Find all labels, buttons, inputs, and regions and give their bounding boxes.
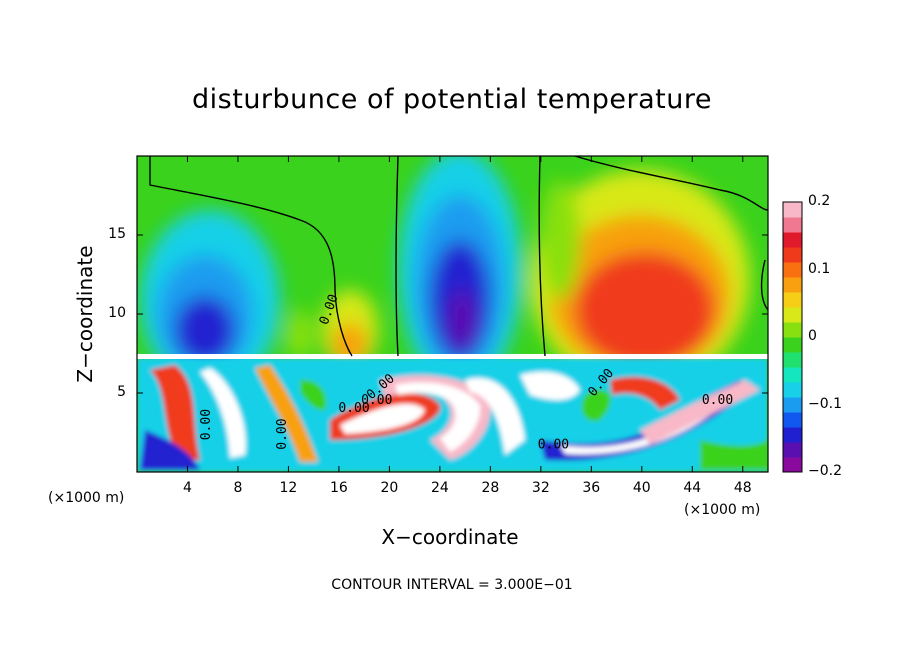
colorbar-swatch [783, 337, 802, 353]
x-tick-label: 12 [279, 480, 298, 496]
x-tick-label: 24 [430, 480, 449, 496]
zero-contours [149, 156, 768, 357]
colorbar-swatch [783, 442, 802, 458]
colorbar-swatch [783, 232, 802, 248]
contour-label: 0.00 [338, 401, 369, 416]
x-axis-label: X−coordinate [381, 525, 519, 549]
contour-label: 0.00 [538, 437, 569, 452]
x-tick-label: 20 [380, 480, 399, 496]
colorbar-frame [782, 201, 803, 473]
contour-labels: 0.00 0.000.000.000.000.000.000.000.00 [199, 292, 733, 452]
colorbar-swatch [783, 277, 802, 293]
field-layer [137, 156, 768, 472]
y-tick-label: 5 [117, 384, 126, 400]
colorbar-swatch [783, 457, 802, 473]
colorbar-tick-label: −0.1 [808, 395, 842, 412]
colorbar-swatch [783, 262, 802, 278]
colorbar-tick-label: 0.1 [808, 260, 831, 277]
x-tick-label: 28 [481, 480, 500, 496]
colorbar [782, 201, 803, 473]
x-tick-label: 32 [531, 480, 550, 496]
x-unit-left: (×1000 m) [48, 490, 125, 506]
colorbar-swatch [783, 247, 802, 263]
colorbar-swatch [783, 427, 802, 443]
axis-ticks [137, 156, 768, 472]
contour-label: 0.00 [275, 418, 290, 449]
x-unit-right: (×1000 m) [684, 502, 761, 518]
x-tick-label: 4 [183, 480, 192, 496]
colorbar-swatch [783, 352, 802, 368]
colorbar-swatch [783, 202, 802, 218]
upper-field [140, 156, 750, 390]
x-tick-label: 16 [329, 480, 348, 496]
contour-label: 0.00 [199, 409, 214, 440]
contour-label: 0.00 [702, 393, 733, 408]
colorbar-tick-label: −0.2 [808, 463, 842, 479]
y-axis-label: Z−coordinate [73, 245, 97, 383]
colorbar-swatch [783, 292, 802, 308]
colorbar-swatch [783, 412, 802, 428]
x-tick-label: 36 [582, 480, 601, 496]
interface-band [137, 354, 768, 359]
colorbar-tick-label: 0 [808, 328, 817, 344]
x-tick-label: 40 [632, 480, 651, 496]
colorbar-tick-label: 0.2 [808, 193, 831, 209]
colorbar-swatch [783, 322, 802, 338]
y-tick-label: 15 [108, 226, 126, 242]
contour-label: 0.00 [361, 393, 392, 408]
contour-interval-note: CONTOUR INTERVAL = 3.000E−01 [331, 577, 573, 593]
colorbar-swatch [783, 307, 802, 323]
x-tick-label: 44 [683, 480, 702, 496]
colorbar-swatch [783, 382, 802, 398]
x-tick-label: 48 [733, 480, 752, 496]
colorbar-swatch [783, 217, 802, 233]
x-tick-label: 8 [233, 480, 243, 496]
chart-title: disturbunce of potential temperature [192, 84, 712, 115]
lower-field [137, 358, 768, 472]
colorbar-swatch [783, 367, 802, 383]
y-tick-label: 10 [108, 305, 126, 321]
colorbar-swatch [783, 397, 802, 413]
